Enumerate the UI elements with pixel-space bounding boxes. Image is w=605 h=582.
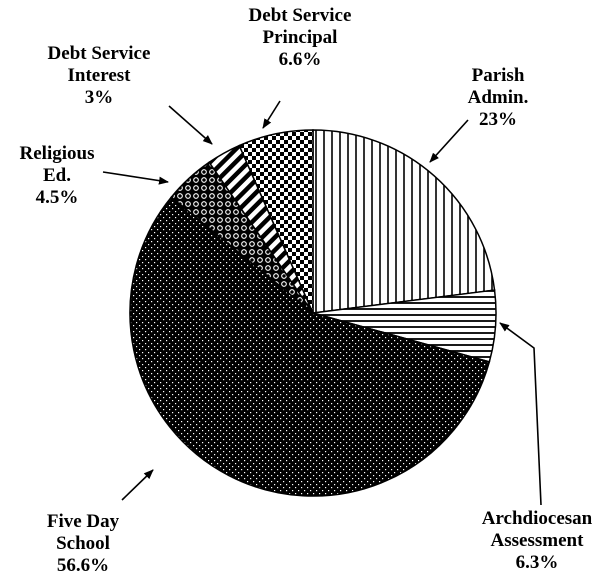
slice-name-line: Parish: [472, 65, 525, 86]
slice-value-label: 23%: [479, 109, 517, 130]
slice-name-line: Religious: [20, 143, 95, 164]
slice-label: Debt Service Principal 6.6%: [249, 5, 352, 70]
pie-slice-debt-service-principal: [238, 129, 314, 314]
slice-value-label: 6.3%: [516, 552, 559, 573]
slice-name-line: Debt Service: [48, 43, 151, 64]
slice-name-line: Five Day: [47, 511, 120, 532]
slice-value-label: 3%: [85, 87, 114, 108]
slice-name-line: School: [56, 533, 110, 554]
leader-arrow: [262, 100, 281, 129]
leader-arrow: [168, 105, 213, 145]
slice-name-line: Principal: [263, 27, 338, 48]
leader-arrow: [102, 171, 169, 185]
slice-value-label: 56.6%: [57, 555, 109, 576]
slice-label: Religious Ed. 4.5%: [20, 143, 95, 208]
slice-value-label: 4.5%: [36, 187, 79, 208]
leader-arrow: [499, 322, 542, 506]
slice-label: Parish Admin. 23%: [468, 65, 529, 130]
slice-label: Five Day School 56.6%: [47, 511, 120, 576]
slice-label: Debt Service Interest 3%: [48, 43, 151, 108]
slice-name-line: Ed.: [43, 165, 71, 186]
slice-name-line: Debt Service: [249, 5, 352, 26]
leader-arrow: [429, 119, 469, 163]
pie-slice-parish-admin: [312, 129, 496, 314]
pie-slice-five-day-school: [129, 196, 491, 497]
slice-name-line: Archdiocesan: [482, 508, 593, 529]
slice-name-line: Admin.: [468, 87, 529, 108]
slice-name-line: Assessment: [491, 530, 585, 551]
slice-name-line: Interest: [68, 65, 132, 86]
leader-arrow: [121, 469, 154, 501]
slice-value-label: 6.6%: [279, 49, 322, 70]
slice-label: Archdiocesan Assessment 6.3%: [482, 508, 593, 573]
